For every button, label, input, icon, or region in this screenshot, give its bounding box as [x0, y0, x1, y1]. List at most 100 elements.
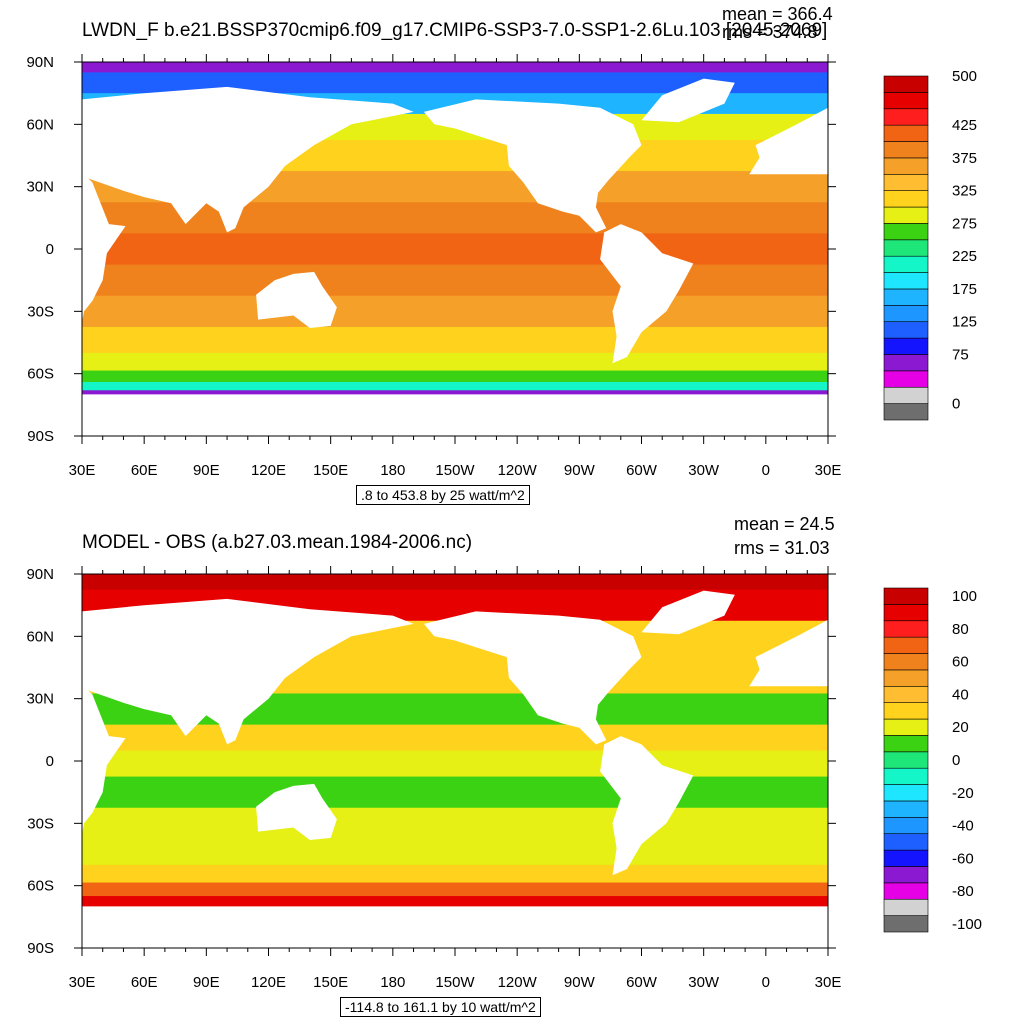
- data-band: [82, 574, 828, 591]
- asia-landmass: [82, 598, 414, 745]
- europe-landmass: [749, 619, 828, 687]
- x-tick-label: 90E: [193, 462, 220, 479]
- mean-stat: mean = 24.5: [734, 514, 835, 534]
- colorbar-swatch: [883, 620, 929, 638]
- colorbar-swatch: [883, 92, 929, 110]
- colorbar-swatch: [883, 866, 929, 884]
- colorbar-label: 375: [952, 150, 977, 167]
- chart-title: LWDN_F b.e21.BSSP370cmip6.f09_g17.CMIP6-…: [82, 20, 828, 41]
- colorbar-swatch: [883, 386, 929, 404]
- colorbar-swatch: [883, 403, 929, 421]
- colorbar-swatch: [883, 190, 929, 208]
- colorbar-label: 325: [952, 183, 977, 200]
- colorbar-label: -80: [952, 883, 974, 900]
- field-layer: [82, 574, 828, 948]
- colorbar-swatch: [883, 800, 929, 818]
- colorbar-swatch: [883, 157, 929, 175]
- data-band: [82, 62, 828, 73]
- colorbar-swatch: [883, 849, 929, 867]
- data-band: [82, 326, 828, 354]
- africa-landmass: [82, 684, 126, 834]
- x-tick-label: 30E: [815, 462, 842, 479]
- y-tick-label: 30N: [26, 691, 54, 708]
- y-tick-label: 30S: [27, 303, 54, 320]
- data-band: [82, 750, 828, 778]
- x-tick-label: 90W: [564, 974, 596, 991]
- x-tick-label: 0: [762, 462, 770, 479]
- data-band: [82, 264, 828, 297]
- x-tick-label: 150W: [435, 974, 475, 991]
- y-tick-label: 0: [46, 753, 54, 770]
- colorbar-swatch: [883, 751, 929, 769]
- colorbar-label: 125: [952, 314, 977, 331]
- south-america-landmass: [600, 736, 694, 876]
- lwdn-map-panel: LWDN_F b.e21.BSSP370cmip6.f09_g17.CMIP6-…: [26, 4, 977, 505]
- contour-range-label: -114.8 to 161.1 by 10 watt/m^2: [340, 997, 541, 1017]
- colorbar-label: 80: [952, 621, 969, 638]
- data-band: [82, 72, 828, 94]
- colorbar-swatch: [883, 337, 929, 355]
- greenland-landmass: [641, 78, 735, 123]
- colorbar-swatch: [883, 272, 929, 290]
- colorbar-swatch: [883, 718, 929, 736]
- colorbar-swatch: [883, 735, 929, 753]
- colorbar-label: 75: [952, 346, 969, 363]
- x-tick-label: 60E: [131, 462, 158, 479]
- colorbar-swatch: [883, 288, 929, 306]
- australia-landmass: [256, 783, 337, 840]
- x-tick-label: 120W: [498, 462, 538, 479]
- colorbar-label: 0: [952, 752, 960, 769]
- x-tick-label: 90E: [193, 974, 220, 991]
- colorbar-swatch: [883, 653, 929, 671]
- x-tick-label: 60E: [131, 974, 158, 991]
- colorbar-swatch: [883, 354, 929, 372]
- x-tick-label: 180: [380, 462, 405, 479]
- y-tick-label: 60N: [26, 628, 54, 645]
- colorbar-label: 0: [952, 396, 960, 413]
- colorbar-swatch: [883, 223, 929, 241]
- colorbar-swatch: [883, 898, 929, 916]
- rms-stat: rms = 31.03: [734, 538, 830, 558]
- map-plot: 30E 60E 90E 120E 150E 180 150W 120W 90W 60W 30W 0 30…: [26, 566, 982, 991]
- colorbar-label: -40: [952, 818, 974, 835]
- data-band: [82, 776, 828, 809]
- x-tick-label: 30E: [69, 462, 96, 479]
- colorbar-label: 425: [952, 117, 977, 134]
- data-band: [82, 202, 828, 234]
- mean-stat: mean = 366.4: [722, 4, 833, 24]
- colorbar-swatch: [883, 173, 929, 191]
- colorbar-swatch: [883, 767, 929, 785]
- colorbar-label: 60: [952, 654, 969, 671]
- colorbar-swatch: [883, 784, 929, 802]
- x-tick-label: 30W: [688, 462, 720, 479]
- y-tick-label: 60N: [26, 116, 54, 133]
- x-tick-label: 60W: [626, 462, 658, 479]
- colorbar-swatch: [883, 669, 929, 687]
- north-america-landmass: [423, 611, 642, 745]
- australia-landmass: [256, 271, 337, 328]
- x-tick-label: 180: [380, 974, 405, 991]
- colorbar-swatch: [883, 370, 929, 388]
- x-tick-label: 150W: [435, 462, 475, 479]
- colorbar-swatch: [883, 75, 929, 93]
- europe-landmass: [749, 107, 828, 175]
- colorbar-swatch: [883, 108, 929, 126]
- colorbar-swatch: [883, 587, 929, 605]
- colorbar-swatch: [883, 206, 929, 224]
- x-tick-label: 60W: [626, 974, 658, 991]
- x-tick-label: 120E: [251, 974, 286, 991]
- antarctica-landmass: [82, 394, 828, 436]
- y-tick-label: 30S: [27, 815, 54, 832]
- colorbar-label: -100: [952, 916, 982, 933]
- colorbar-swatch: [883, 124, 929, 142]
- y-tick-label: 90N: [26, 566, 54, 583]
- colorbar-swatch: [883, 239, 929, 257]
- x-tick-label: 150E: [313, 974, 348, 991]
- africa-landmass: [82, 172, 126, 322]
- y-tick-label: 0: [46, 241, 54, 258]
- data-band: [82, 724, 828, 752]
- chart-title: MODEL - OBS (a.b27.03.mean.1984-2006.nc): [82, 532, 473, 553]
- y-tick-label: 60S: [27, 878, 54, 895]
- south-america-landmass: [600, 224, 694, 364]
- x-tick-label: 90W: [564, 462, 596, 479]
